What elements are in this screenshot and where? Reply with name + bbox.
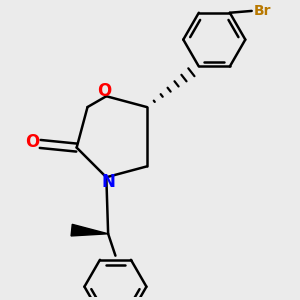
Text: O: O (25, 133, 39, 151)
Polygon shape (71, 224, 108, 236)
Text: O: O (98, 82, 112, 100)
Text: N: N (101, 172, 115, 190)
Text: Br: Br (254, 4, 271, 18)
